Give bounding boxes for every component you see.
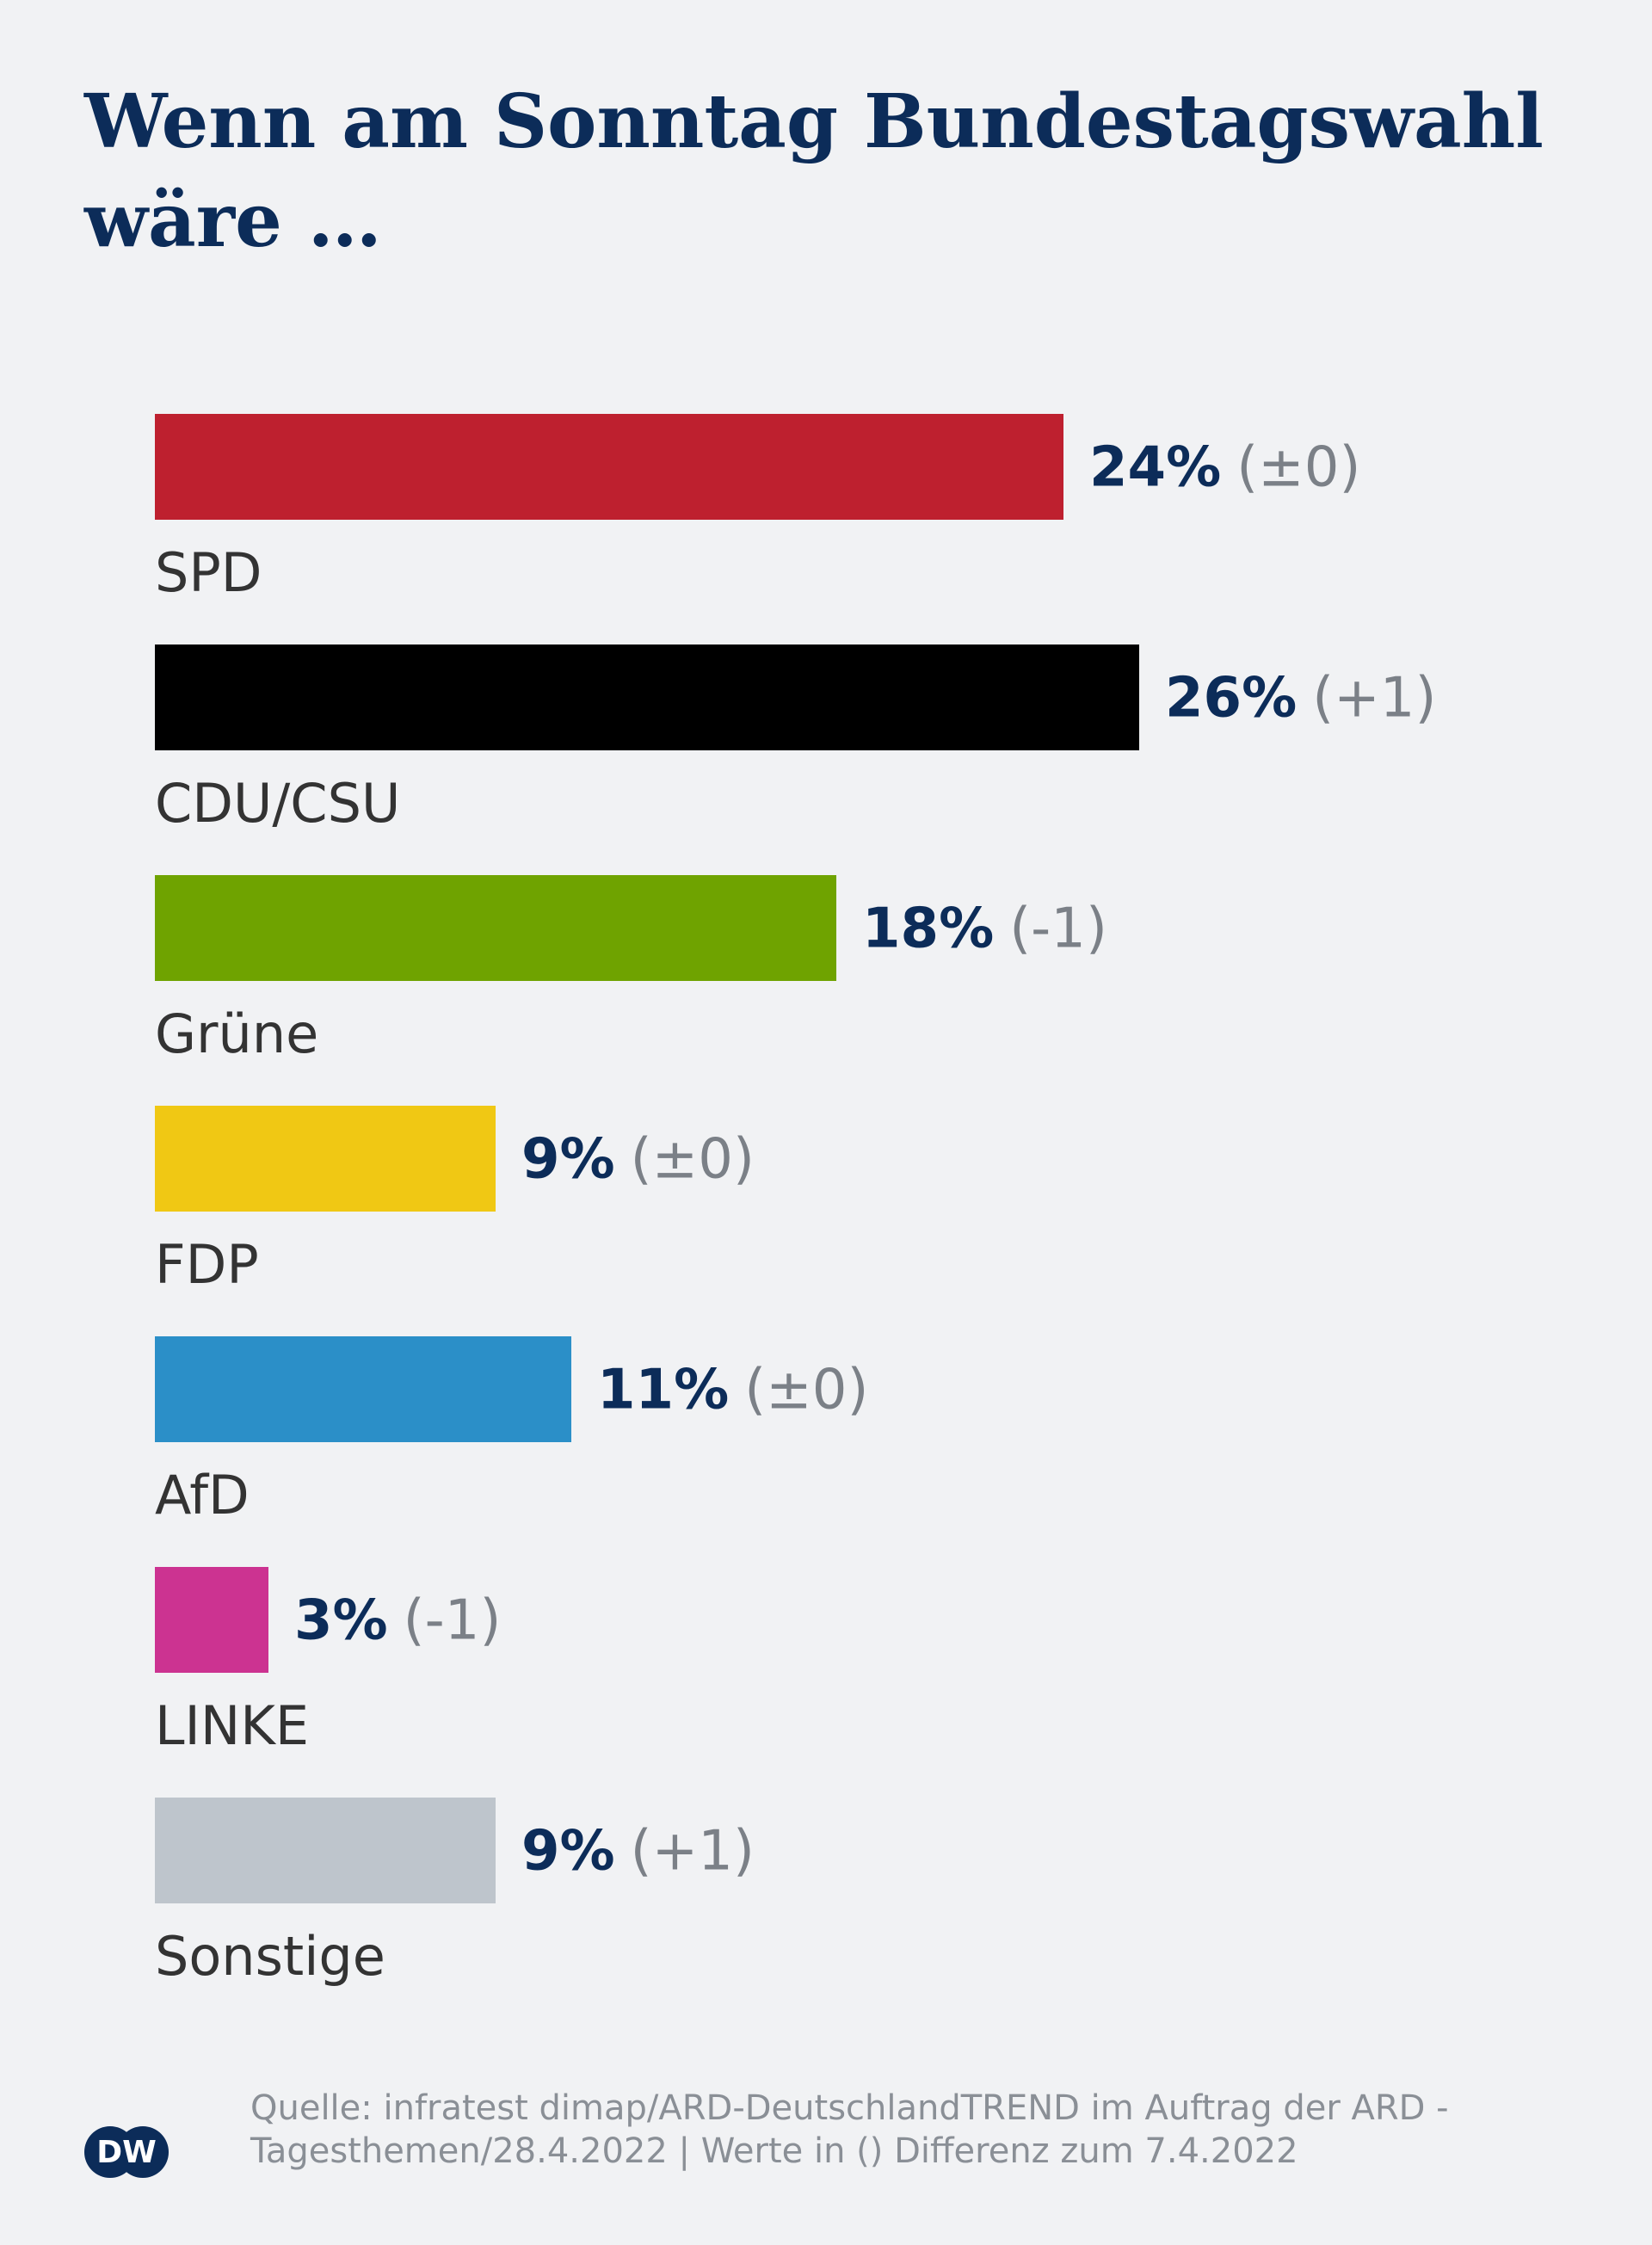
value-text: 9% xyxy=(521,1127,615,1191)
change-text: (-1) xyxy=(1009,897,1107,960)
value-text: 24% xyxy=(1089,435,1221,499)
category-label: Sonstige xyxy=(155,1925,385,1988)
value-label: 11% (±0) xyxy=(597,1358,868,1422)
value-text: 26% xyxy=(1165,666,1297,730)
value-label: 24% (±0) xyxy=(1089,435,1360,499)
change-text: (±0) xyxy=(1236,435,1360,499)
change-text: (+1) xyxy=(631,1819,755,1883)
bar xyxy=(155,1336,571,1442)
chart-title: Wenn am Sonntag Bundestagswahl xyxy=(83,78,1544,165)
logo-text: DW xyxy=(96,2135,157,2170)
bar xyxy=(155,645,1139,750)
bar xyxy=(155,1798,496,1903)
logo: DW xyxy=(84,2126,169,2178)
source: Quelle: infratest dimap/ARD-DeutschlandT… xyxy=(250,2088,1449,2128)
bar xyxy=(155,1567,268,1673)
category-label: LINKE xyxy=(155,1694,309,1757)
source: Tagesthemen/28.4.2022 | Werte in () Diff… xyxy=(250,2131,1298,2171)
value-label: 3% (-1) xyxy=(294,1588,501,1652)
category-label: SPD xyxy=(155,541,262,604)
category-label: CDU/CSU xyxy=(155,772,400,835)
value-text: 9% xyxy=(521,1819,615,1883)
change-text: (+1) xyxy=(1312,666,1436,730)
value-text: 11% xyxy=(597,1358,729,1422)
bar xyxy=(155,414,1063,520)
bar xyxy=(155,875,836,981)
change-text: (±0) xyxy=(631,1127,755,1191)
change-text: (±0) xyxy=(744,1358,868,1422)
logo-circle xyxy=(117,2126,169,2178)
chart-title: wäre … xyxy=(83,177,382,264)
value-text: 18% xyxy=(862,897,994,960)
value-label: 26% (+1) xyxy=(1165,666,1436,730)
change-text: (-1) xyxy=(404,1588,502,1652)
category-label: Grüne xyxy=(155,1002,318,1065)
category-label: FDP xyxy=(155,1233,259,1296)
value-label: 18% (-1) xyxy=(862,897,1107,960)
bar xyxy=(155,1106,496,1212)
value-text: 3% xyxy=(294,1588,388,1652)
value-label: 9% (+1) xyxy=(521,1819,755,1883)
category-label: AfD xyxy=(155,1464,250,1526)
value-label: 9% (±0) xyxy=(521,1127,755,1191)
